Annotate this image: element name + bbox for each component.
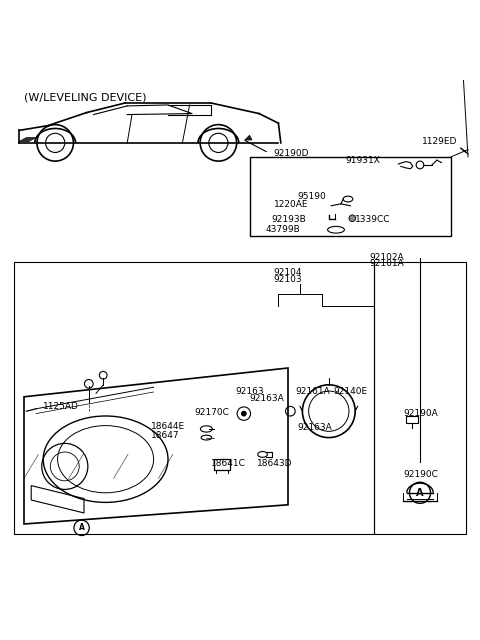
- Text: A: A: [416, 488, 424, 498]
- Text: 92140E: 92140E: [334, 387, 368, 397]
- Text: 92193B: 92193B: [271, 214, 306, 224]
- Text: A: A: [79, 524, 84, 532]
- Bar: [14, 262, 374, 534]
- Text: 43799B: 43799B: [265, 225, 300, 234]
- Text: 1129ED: 1129ED: [422, 138, 458, 147]
- Text: 95190: 95190: [298, 191, 326, 201]
- Text: 92190C: 92190C: [403, 470, 438, 479]
- Text: 18641C: 18641C: [211, 458, 246, 468]
- Text: 92163A: 92163A: [298, 424, 332, 433]
- Bar: [406, 416, 418, 423]
- Text: (W/LEVELING DEVICE): (W/LEVELING DEVICE): [24, 92, 146, 102]
- Text: 92163A: 92163A: [250, 394, 284, 403]
- Bar: [214, 460, 230, 470]
- Text: 92101A: 92101A: [370, 259, 404, 268]
- Bar: [250, 157, 451, 236]
- Text: 92103: 92103: [274, 275, 302, 284]
- Text: 1220AE: 1220AE: [274, 200, 308, 209]
- Text: 92104: 92104: [274, 268, 302, 278]
- Text: 91931X: 91931X: [346, 156, 381, 165]
- Bar: [374, 262, 466, 534]
- Text: 92161A: 92161A: [295, 387, 330, 397]
- Polygon shape: [245, 135, 252, 140]
- Text: 92163: 92163: [235, 387, 264, 397]
- Text: 18644E: 18644E: [151, 422, 185, 431]
- Text: 1339CC: 1339CC: [355, 214, 391, 224]
- Text: 18643D: 18643D: [257, 458, 292, 468]
- Text: 18647: 18647: [151, 431, 180, 440]
- Text: 92102A: 92102A: [370, 253, 404, 262]
- Text: 92170C: 92170C: [194, 408, 229, 417]
- Circle shape: [349, 215, 356, 221]
- Text: 92190D: 92190D: [274, 149, 309, 159]
- Polygon shape: [19, 138, 36, 141]
- Circle shape: [241, 411, 247, 417]
- Text: 92190A: 92190A: [403, 409, 438, 418]
- Text: 1125AD: 1125AD: [43, 402, 79, 411]
